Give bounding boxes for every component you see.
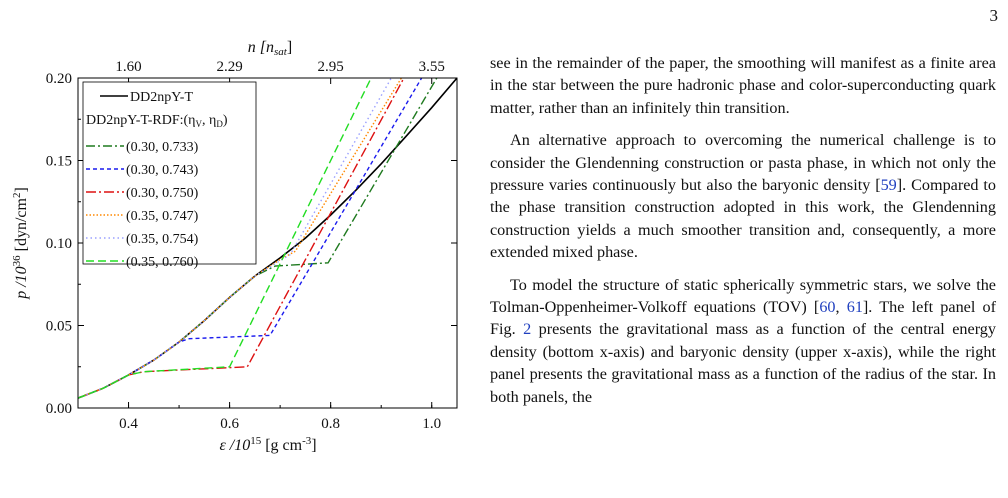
legend-entry-label: (0.30, 0.743) <box>126 163 199 178</box>
y-tick-label: 0.10 <box>46 236 72 252</box>
top-axis-label: n [nsat] <box>248 39 292 58</box>
x-tick-label: 0.6 <box>220 416 239 432</box>
series-line-6 <box>78 78 372 399</box>
citation-link[interactable]: 61 <box>846 298 863 317</box>
citation-link[interactable]: 59 <box>880 176 897 195</box>
legend-entry-label: (0.35, 0.747) <box>126 209 199 224</box>
x-tick-label: 0.8 <box>321 416 340 432</box>
page-number: 3 <box>989 6 999 25</box>
y-axis-label: p /1036 [dyn/cm2] <box>11 187 30 300</box>
y-tick-label: 0.05 <box>46 319 72 335</box>
top-tick-label: 1.60 <box>115 59 141 75</box>
legend-entry-label: (0.35, 0.760) <box>126 255 199 270</box>
paragraph-2: An alternative approach to overcoming th… <box>490 131 996 262</box>
legend-box <box>82 81 257 265</box>
legend-entry-label: (0.35, 0.754) <box>126 232 199 247</box>
y-tick-label: 0.00 <box>46 401 72 417</box>
text-column: see in the remainder of the paper, the s… <box>490 52 996 418</box>
top-tick-label: 2.95 <box>318 59 344 75</box>
legend-title: DD2npY-T-RDF:(ηV, ηD) <box>86 113 228 129</box>
y-tick-label: 0.15 <box>46 154 72 170</box>
x-tick-label: 0.4 <box>119 416 138 432</box>
eos-figure: 0.4 0.6 0.8 1.0 0.00 0.05 0.10 0.15 0.20 1.60 2.29… <box>11 39 458 454</box>
legend-entry-label: DD2npY-T <box>130 90 193 105</box>
top-tick-label: 2.29 <box>216 59 242 75</box>
legend-entry-label: (0.30, 0.733) <box>126 140 199 155</box>
paragraph-1: see in the remainder of the paper, the s… <box>490 54 996 117</box>
top-tick-label: 3.55 <box>419 59 445 75</box>
paragraph-3: To model the structure of static spheric… <box>490 275 997 406</box>
series-layer <box>78 78 457 399</box>
citation-link[interactable]: 60 <box>819 298 836 317</box>
x-tick-label: 1.0 <box>422 416 441 432</box>
figure-link[interactable]: 2 <box>523 320 532 339</box>
legend-entry-label: (0.30, 0.750) <box>126 186 199 201</box>
y-tick-label: 0.20 <box>46 71 72 87</box>
x-axis-label: ε /1015 [g cm-3] <box>219 435 316 454</box>
legend: DD2npY-T DD2npY-T-RDF:(ηV, ηD) (0.30, 0.73… <box>82 81 257 270</box>
